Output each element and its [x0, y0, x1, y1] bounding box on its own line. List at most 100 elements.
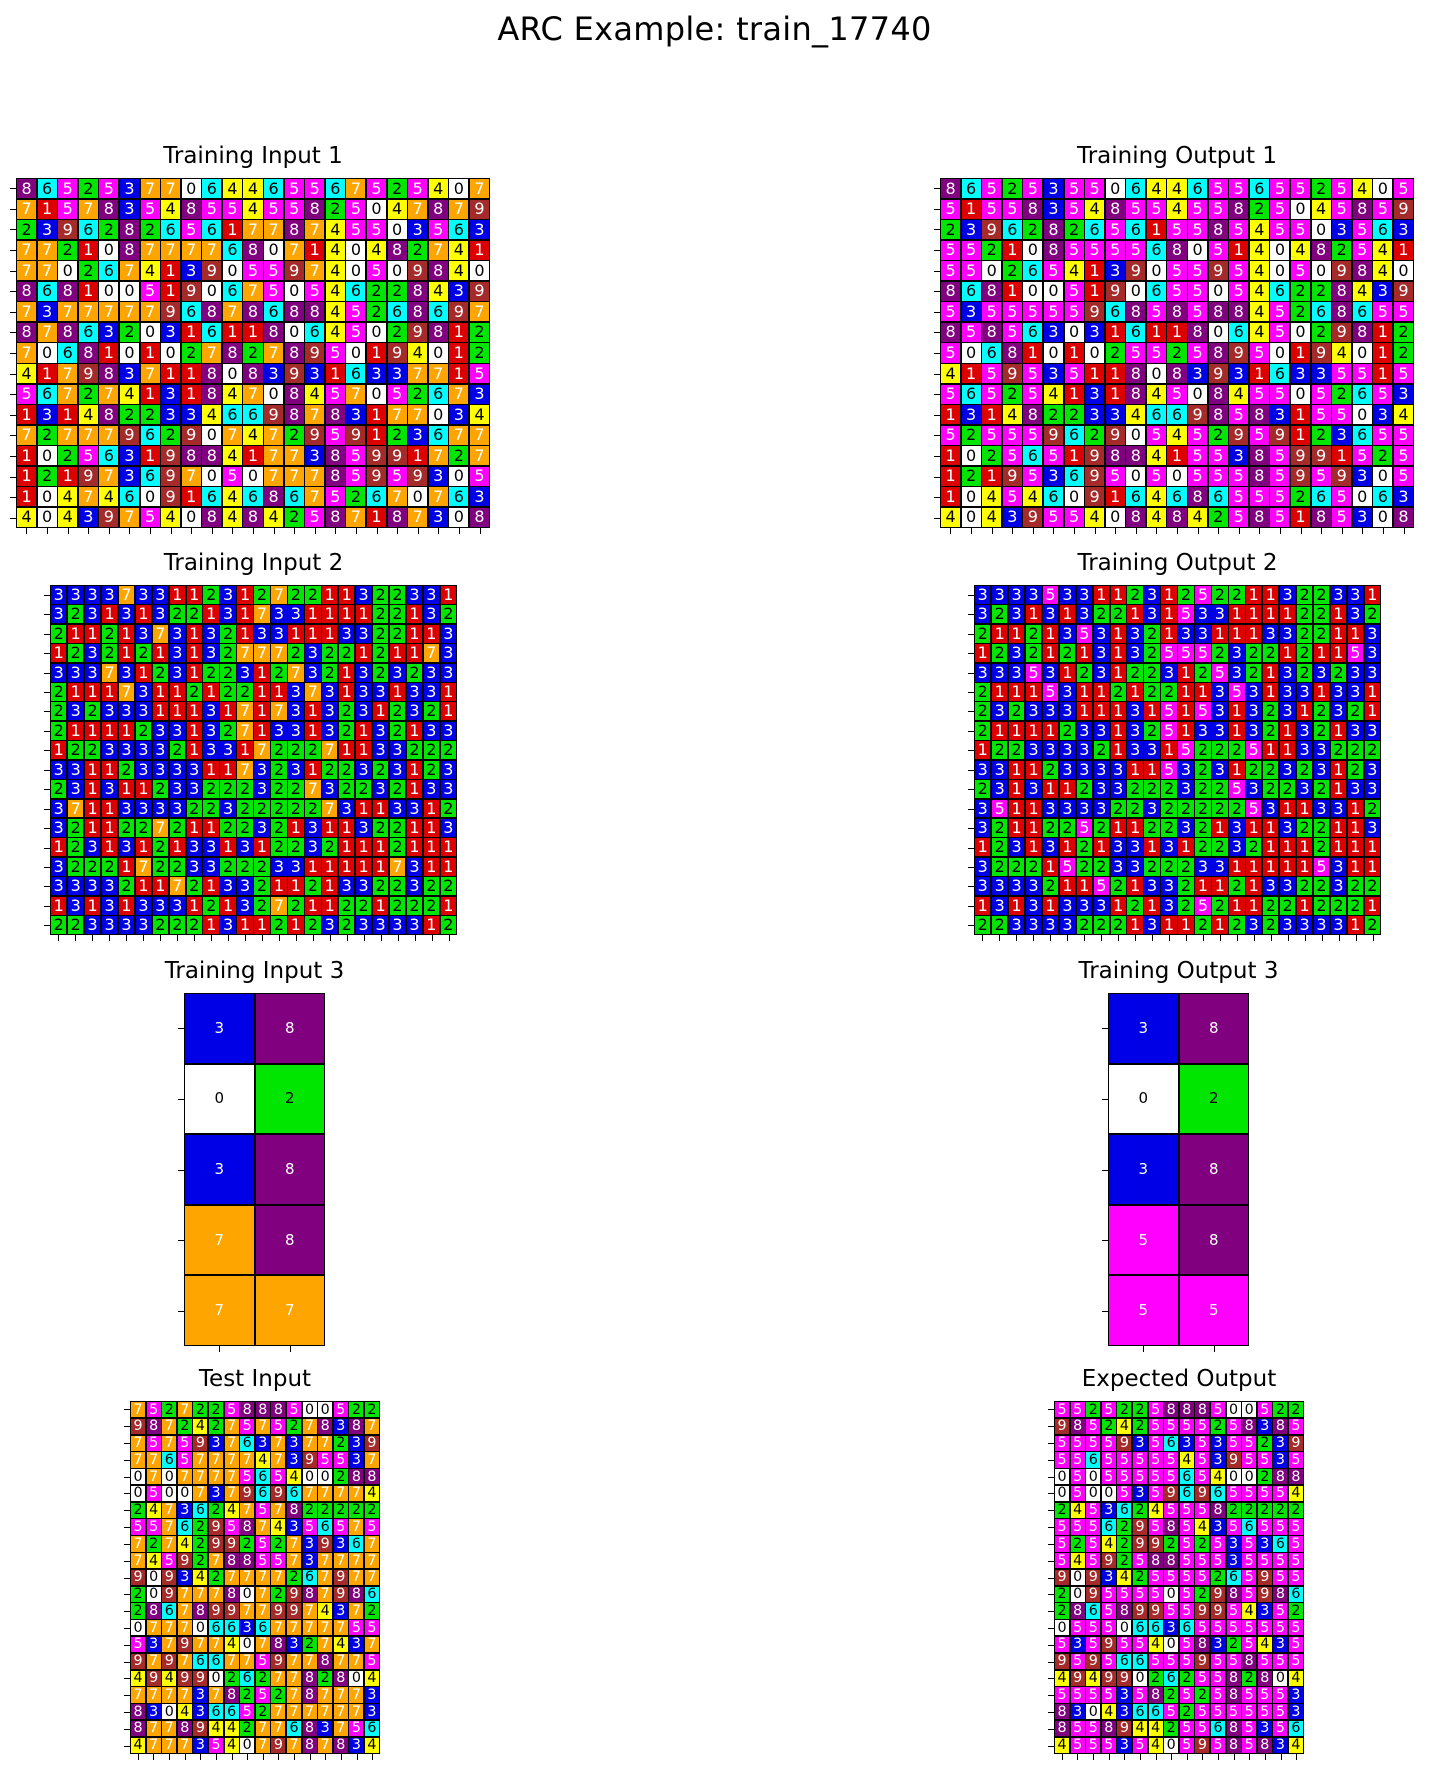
- grid-cell: 2: [288, 838, 304, 857]
- grid-cell: 2: [67, 605, 84, 624]
- grid-cell: 5: [1055, 1435, 1070, 1451]
- grid-cell: 3: [428, 466, 448, 486]
- grid-cell: 7: [469, 425, 489, 445]
- grid-cell: 3: [203, 857, 219, 876]
- grid-cell: 2: [366, 281, 387, 301]
- grid-cell: 1: [243, 446, 263, 466]
- grid-cell: 7: [240, 1452, 255, 1468]
- grid-cell: 8: [202, 507, 222, 527]
- grid-cell: 5: [1055, 1402, 1070, 1418]
- grid-cell: 3: [1059, 702, 1076, 721]
- grid-cell: 2: [440, 916, 456, 934]
- x-tick: [1218, 528, 1220, 534]
- grid-cell: 3: [169, 760, 185, 779]
- grid-cell: 3: [1043, 179, 1064, 199]
- grid-cell: 6: [1002, 220, 1022, 240]
- grid-cell: 5: [1270, 322, 1290, 342]
- grid-cell: 3: [355, 916, 372, 934]
- grid-cell: 3: [1273, 1636, 1288, 1653]
- grid-cell: 8: [325, 405, 345, 425]
- grid-cell: 2: [1161, 780, 1177, 799]
- grid-cell: 8: [1043, 240, 1064, 260]
- grid-cell: 1: [1296, 799, 1313, 818]
- grid-cell: 7: [428, 487, 448, 507]
- grid-cell: 1: [51, 838, 67, 857]
- grid-cell: 0: [387, 220, 407, 240]
- grid-cell: 8: [1070, 1418, 1085, 1435]
- y-tick: [124, 1409, 130, 1411]
- grid-cell: 0: [1242, 1469, 1257, 1485]
- x-tick: [92, 935, 94, 941]
- grid-cell: 2: [372, 644, 389, 663]
- grid-cell: 2: [387, 425, 407, 445]
- grid-cell: 3: [67, 663, 84, 682]
- grid-cell: 2: [84, 741, 101, 760]
- grid-cell: 2: [1296, 644, 1313, 663]
- grid-cell: 5: [240, 1469, 255, 1485]
- grid-cell: 5: [1179, 1636, 1194, 1653]
- test-input-y-ticks: [124, 1401, 130, 1754]
- grid-cell: 2: [1059, 818, 1076, 837]
- grid-cell: 2: [408, 240, 428, 260]
- x-tick: [1341, 528, 1343, 534]
- grid-cell: 8: [1273, 1469, 1288, 1485]
- grid-cell: 3: [406, 799, 423, 818]
- grid-cell: 1: [325, 364, 345, 384]
- grid-cell: 4: [1373, 261, 1393, 281]
- grid-cell: 3: [1076, 896, 1093, 915]
- grid-cell: 1: [17, 466, 37, 486]
- grid-cell: 2: [51, 683, 67, 701]
- grid-cell: 7: [333, 1553, 348, 1569]
- grid-cell: 3: [169, 721, 185, 740]
- grid-cell: 6: [1164, 1670, 1179, 1686]
- grid-cell: 1: [1105, 322, 1125, 342]
- grid-cell: 8: [193, 1603, 208, 1619]
- grid-cell: 5: [1105, 466, 1125, 486]
- grid-cell: 1: [288, 877, 304, 896]
- grid-cell: 9: [1132, 1603, 1148, 1619]
- grid-cell: 5: [1002, 425, 1022, 445]
- grid-cell: 1: [322, 877, 338, 896]
- grid-cell: 7: [322, 799, 338, 818]
- grid-cell: 4: [1086, 1670, 1101, 1686]
- grid-cell: 1: [288, 916, 304, 934]
- grid-cell: 1: [1246, 818, 1262, 837]
- grid-cell: 5: [325, 425, 345, 445]
- grid-cell: 7: [469, 179, 489, 199]
- grid-cell: 4: [1085, 507, 1105, 527]
- x-tick: [459, 528, 461, 534]
- grid-cell: 7: [162, 1620, 177, 1636]
- grid-cell: 7: [255, 1569, 270, 1586]
- grid-cell: 3: [1059, 896, 1076, 915]
- grid-cell: 6: [428, 384, 448, 404]
- y-tick: [968, 828, 974, 830]
- grid-cell: 1: [982, 466, 1002, 486]
- grid-cell: 5: [284, 199, 304, 219]
- grid-cell: 2: [1212, 586, 1228, 604]
- grid-cell: 0: [982, 261, 1002, 281]
- grid-cell: 2: [220, 624, 236, 643]
- grid-cell: 3: [1059, 799, 1076, 818]
- grid-cell: 7: [37, 261, 57, 281]
- grid-cell: 2: [152, 663, 169, 682]
- grid-cell: 1: [1373, 343, 1393, 363]
- grid-cell: 5: [1086, 1536, 1101, 1552]
- grid-cell: 9: [302, 1452, 317, 1468]
- grid-cell: 7: [271, 896, 287, 915]
- grid-cell: 6: [255, 1485, 270, 1502]
- grid-cell: 7: [140, 302, 160, 322]
- grid-cell: 2: [1313, 877, 1330, 896]
- grid-cell: 3: [991, 780, 1008, 799]
- grid-cell: 3: [1093, 760, 1109, 779]
- grid-cell: 3: [449, 281, 469, 301]
- grid-cell: 7: [240, 1502, 255, 1518]
- grid-cell: 1: [406, 721, 423, 740]
- grid-cell: 5: [1117, 1469, 1132, 1485]
- grid-cell: 5: [1373, 302, 1393, 322]
- grid-cell: 0: [177, 1485, 192, 1502]
- grid-cell: 5: [1070, 1452, 1085, 1468]
- grid-cell: 3: [84, 644, 101, 663]
- grid-cell: 2: [1093, 605, 1109, 624]
- grid-cell: 1: [1347, 818, 1364, 837]
